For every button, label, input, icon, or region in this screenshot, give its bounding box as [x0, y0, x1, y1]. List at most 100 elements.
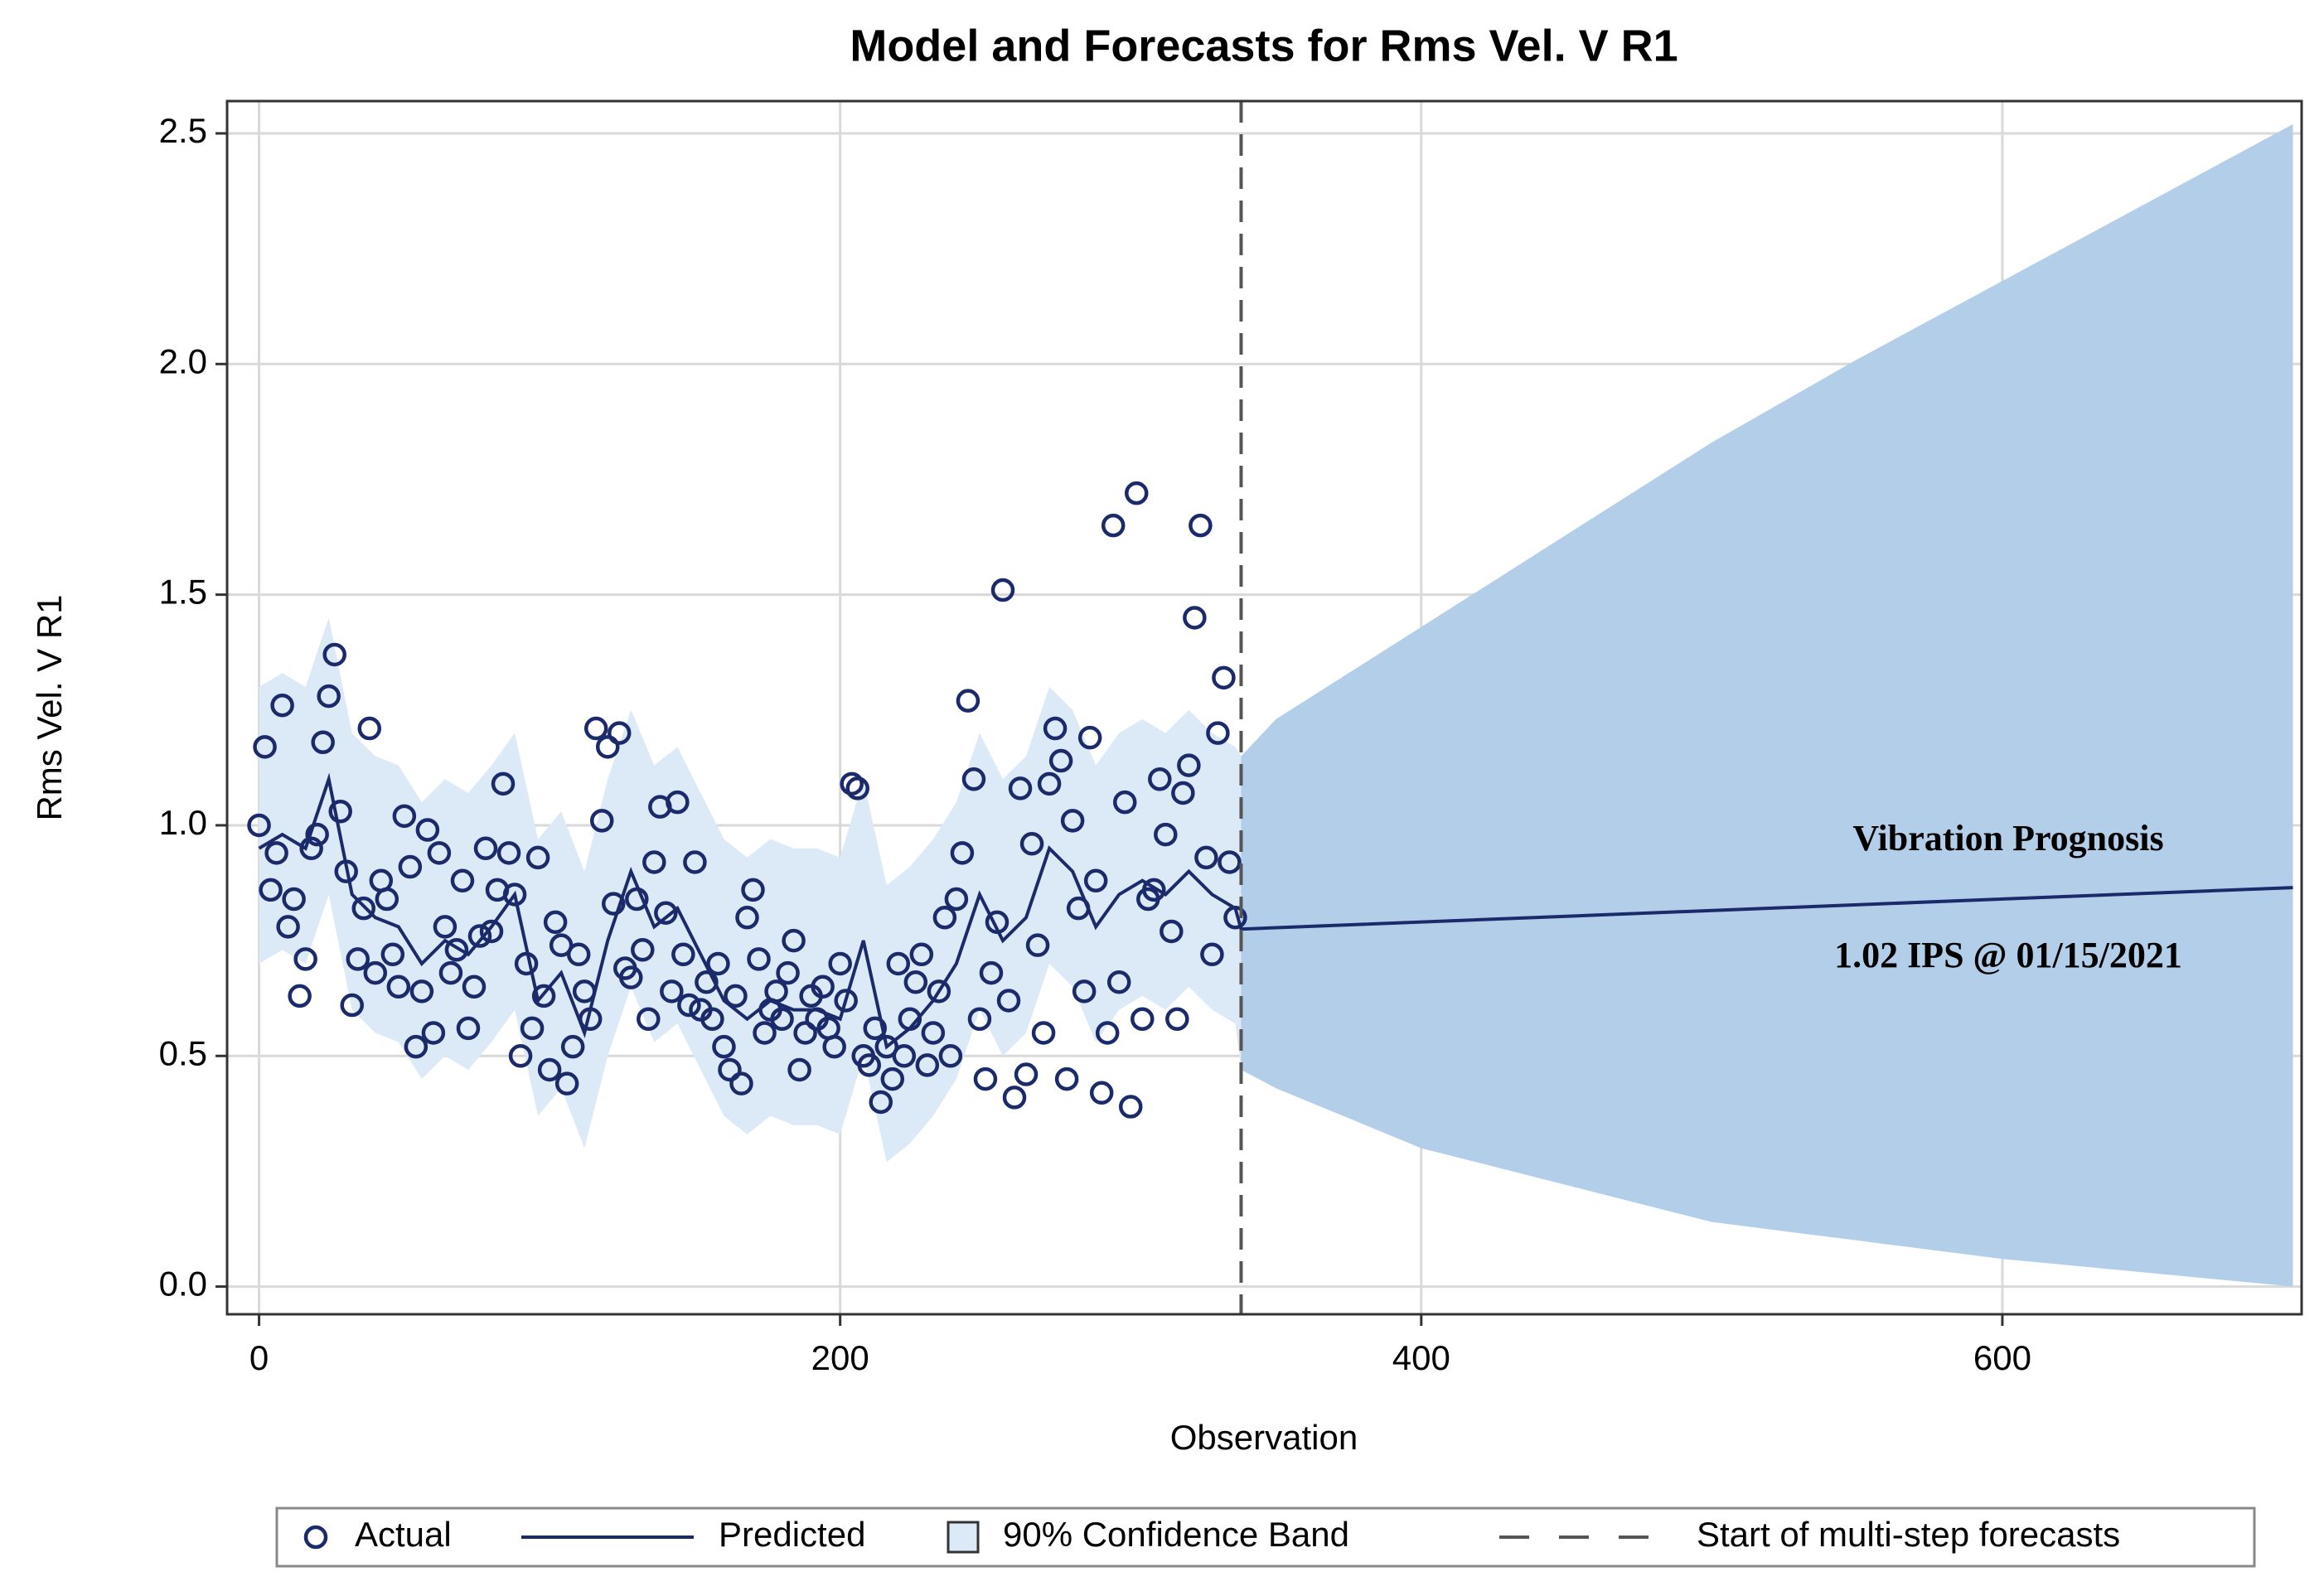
actual-point — [863, 1016, 887, 1041]
actual-point — [1048, 748, 1073, 773]
actual-point — [1200, 942, 1224, 967]
actual-point — [886, 951, 911, 976]
actual-point — [508, 1044, 533, 1068]
actual-point — [921, 1021, 946, 1045]
actual-point — [514, 951, 539, 976]
x-tick-label: 200 — [811, 1338, 869, 1377]
actual-point — [637, 1007, 661, 1031]
actual-point — [1218, 850, 1242, 874]
actual-point — [1054, 1066, 1079, 1091]
actual-point — [328, 799, 352, 824]
actual-point — [834, 989, 858, 1013]
x-tick-label: 0 — [249, 1338, 269, 1377]
actual-point — [322, 642, 346, 667]
actual-point — [351, 896, 376, 921]
actual-point — [421, 1021, 446, 1045]
legend-label: Actual — [355, 1515, 452, 1554]
actual-point — [479, 919, 504, 944]
actual-point — [892, 1044, 917, 1068]
actual-point — [1095, 1021, 1120, 1045]
actual-point — [392, 804, 417, 829]
y-tick-label: 1.0 — [159, 803, 207, 842]
actual-point — [415, 818, 440, 842]
actual-point — [695, 970, 719, 994]
actual-point — [1160, 919, 1184, 944]
actual-point — [543, 910, 568, 935]
actual-point — [1165, 1007, 1189, 1031]
actual-point — [427, 841, 452, 865]
actual-point — [874, 1034, 899, 1059]
actual-point — [735, 906, 759, 930]
actual-point — [996, 989, 1021, 1013]
actual-point — [1118, 1095, 1143, 1119]
actual-point — [712, 1034, 736, 1059]
actual-point — [502, 883, 527, 907]
actual-point — [1212, 665, 1236, 690]
actual-point — [1008, 776, 1033, 800]
actual-point — [1025, 933, 1050, 957]
actual-point — [1101, 513, 1126, 538]
actual-point — [770, 1007, 794, 1031]
actual-point — [583, 716, 608, 741]
actual-point — [386, 975, 411, 999]
y-tick-label: 2.0 — [159, 341, 207, 380]
actual-point — [595, 735, 620, 759]
actual-point — [961, 767, 986, 791]
actual-point — [496, 841, 521, 865]
legend-label: Start of multi-step forecasts — [1697, 1515, 2120, 1554]
actual-point — [828, 951, 852, 976]
actual-point — [654, 901, 678, 925]
actual-point — [340, 993, 364, 1018]
actual-point — [317, 684, 341, 709]
y-tick-label: 1.5 — [159, 573, 207, 612]
actual-point — [1177, 753, 1201, 777]
actual-point — [357, 716, 382, 741]
actual-point — [660, 979, 684, 1004]
actual-point — [363, 960, 388, 985]
actual-point — [525, 845, 550, 870]
actual-point — [840, 771, 864, 796]
x-axis-label: Observation — [1170, 1418, 1358, 1457]
actual-point — [288, 984, 312, 1008]
actual-point — [1031, 1021, 1056, 1045]
actual-point — [811, 975, 835, 999]
actual-point — [619, 965, 643, 989]
actual-point — [259, 878, 283, 902]
actual-point — [566, 942, 591, 967]
actual-point — [346, 947, 370, 971]
actual-point — [776, 960, 800, 985]
actual-point — [1189, 513, 1213, 538]
actual-point — [903, 970, 928, 994]
legend-marker — [303, 1525, 328, 1550]
actual-point — [1072, 979, 1097, 1004]
legend-marker — [947, 1521, 980, 1554]
actual-point — [398, 854, 423, 879]
actual-point — [718, 1057, 742, 1082]
actual-point — [898, 1007, 922, 1031]
actual-point — [282, 887, 306, 912]
actual-point — [915, 1053, 940, 1077]
actual-point — [869, 1090, 893, 1115]
plot-frame — [225, 99, 2303, 1316]
actual-point — [1060, 809, 1085, 833]
actual-point — [857, 1053, 881, 1077]
confidence-band — [1241, 123, 2293, 1287]
actual-point — [724, 984, 748, 1008]
annotation: Vibration Prognosis — [1852, 818, 2163, 858]
actual-point — [531, 984, 556, 1008]
actual-point — [967, 1007, 992, 1031]
actual-point — [293, 947, 317, 971]
actual-point — [1014, 1062, 1039, 1086]
actual-point — [706, 951, 730, 976]
actual-point — [311, 730, 335, 754]
actual-point — [973, 1066, 998, 1091]
actual-point — [1089, 1081, 1114, 1105]
actual-point — [1142, 878, 1166, 902]
actual-point — [554, 1071, 579, 1095]
actual-point — [845, 776, 869, 800]
actual-point — [560, 1034, 585, 1059]
actual-point — [753, 1021, 777, 1045]
actual-point — [1206, 721, 1230, 745]
actual-point — [787, 1057, 811, 1082]
actual-point — [270, 693, 294, 718]
